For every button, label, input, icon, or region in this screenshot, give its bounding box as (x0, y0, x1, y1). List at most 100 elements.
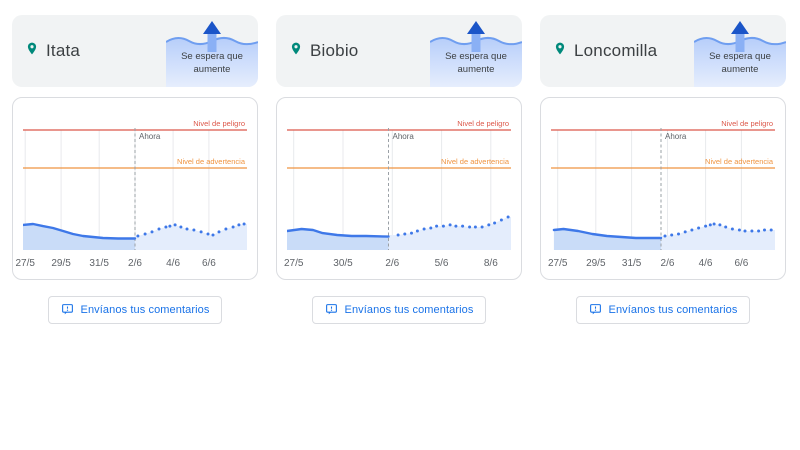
forecast-dot (757, 229, 761, 233)
warning-level-label: Nivel de advertencia (441, 157, 510, 166)
trend-badge-rising: Se espera que aumente (430, 15, 522, 87)
forecast-dot (670, 233, 674, 237)
forecast-dot (704, 224, 708, 228)
forecast-dot (683, 230, 687, 234)
danger-level-label: Nivel de peligro (457, 119, 509, 128)
forecast-area (135, 224, 247, 250)
forecast-dot (403, 232, 407, 236)
trend-label: Se espera que aumente (445, 51, 507, 76)
past-area (23, 224, 135, 250)
x-tick-label: 5/6 (434, 258, 449, 269)
forecast-dot (473, 225, 477, 229)
x-tick-label: 27/5 (283, 258, 304, 269)
river-level-chart: Nivel de peligro Nivel de advertencia Ahor… (287, 119, 511, 250)
forecast-dot (493, 221, 497, 225)
forecast-dot (763, 228, 766, 232)
forecast-dot (199, 230, 203, 234)
forecast-dot (231, 225, 235, 229)
forecast-dot (164, 225, 168, 229)
feedback-button[interactable]: Envíanos tus comentarios (311, 296, 487, 324)
trend-label: Se espera que aumente (709, 51, 771, 76)
past-area (287, 229, 389, 250)
feedback-button[interactable]: Envíanos tus comentarios (575, 296, 751, 324)
x-tick-label: 8/6 (483, 258, 498, 269)
river-header: Loncomilla Se espera que aumente (540, 15, 786, 87)
forecast-dot (441, 224, 445, 228)
forecast-dot (429, 226, 433, 230)
feedback-button[interactable]: Envíanos tus comentarios (47, 296, 223, 324)
location-pin-icon (289, 40, 303, 62)
forecast-dot (242, 222, 246, 226)
forecast-dot (136, 234, 140, 238)
x-tick-label: 2/6 (128, 258, 142, 269)
chart-x-axis: 27/5 29/5 31/5 2/6 4/6 6/6 (547, 255, 775, 271)
forecast-dot (690, 228, 694, 232)
forecast-area (388, 217, 511, 250)
forecast-dot (157, 227, 161, 231)
forecast-dot (697, 226, 701, 230)
x-tick-label: 31/5 (621, 258, 642, 269)
danger-level-label: Nivel de peligro (193, 119, 245, 128)
forecast-dot (487, 223, 491, 227)
river-card-loncomilla: Loncomilla Se espera que aumente Nivel d… (540, 15, 786, 324)
feedback-icon (325, 304, 337, 315)
forecast-dot (150, 230, 154, 234)
feedback-icon (61, 304, 73, 315)
forecast-dot (435, 224, 439, 228)
forecast-dot (718, 223, 722, 227)
forecast-dot (708, 223, 712, 227)
forecast-dot (480, 225, 484, 229)
chart-x-axis: 27/5 30/5 2/6 5/6 8/6 (283, 255, 511, 271)
past-series-line (552, 227, 663, 240)
danger-level-label: Nivel de peligro (721, 119, 773, 128)
feedback-icon (589, 304, 601, 315)
warning-level-label: Nivel de advertencia (177, 157, 246, 166)
past-area (553, 229, 661, 250)
forecast-dot (448, 223, 452, 227)
river-name: Itata (46, 41, 81, 60)
forecast-dot (730, 227, 734, 231)
river-name: Loncomilla (574, 41, 658, 60)
trend-badge-rising: Se espera que aumente (166, 15, 258, 87)
forecast-dot (168, 224, 172, 228)
forecast-dot (743, 229, 747, 233)
forecast-dot (179, 225, 183, 229)
forecast-dot (422, 227, 426, 231)
now-label: Ahora (665, 132, 687, 141)
forecast-dot (410, 231, 413, 235)
rising-water-icon (166, 21, 258, 87)
location-pin-icon (553, 40, 567, 62)
river-card-biobio: Biobio Se espera que aumente Nivel de pe… (276, 15, 522, 324)
forecast-dot (173, 223, 177, 227)
chart-card: Nivel de peligro Nivel de advertencia Ahor… (276, 97, 522, 280)
location-pin-icon (25, 40, 39, 62)
forecast-dot (206, 232, 210, 236)
now-label: Ahora (139, 132, 161, 141)
trend-badge-rising: Se espera que aumente (694, 15, 786, 87)
forecast-dot (185, 227, 189, 231)
forecast-dot (237, 223, 241, 227)
forecast-dot (499, 218, 503, 222)
warning-level-label: Nivel de advertencia (705, 157, 774, 166)
forecast-dot (724, 225, 728, 229)
forecast-dot (396, 233, 400, 237)
forecast-area (661, 224, 775, 250)
forecast-dot (415, 229, 419, 233)
feedback-button-label: Envíanos tus comentarios (80, 303, 210, 316)
forecast-dot (769, 228, 773, 232)
rising-water-icon (694, 21, 786, 87)
river-card-itata: Itata Se espera que aumente Nivel de pel… (12, 15, 258, 324)
x-tick-label: 27/5 (547, 258, 568, 269)
forecast-dot (750, 229, 754, 233)
x-tick-label: 4/6 (166, 258, 181, 269)
forecast-dot (468, 225, 472, 229)
forecast-dot (712, 222, 716, 226)
forecast-dot (677, 232, 680, 236)
river-level-chart: Nivel de peligro Nivel de advertencia Ahor… (23, 119, 247, 250)
forecast-dot (217, 230, 221, 234)
forecast-dot (192, 228, 196, 232)
x-tick-label: 31/5 (89, 258, 109, 269)
x-tick-label: 2/6 (385, 258, 400, 269)
forecast-dot (663, 234, 667, 238)
x-tick-label: 6/6 (734, 258, 749, 269)
